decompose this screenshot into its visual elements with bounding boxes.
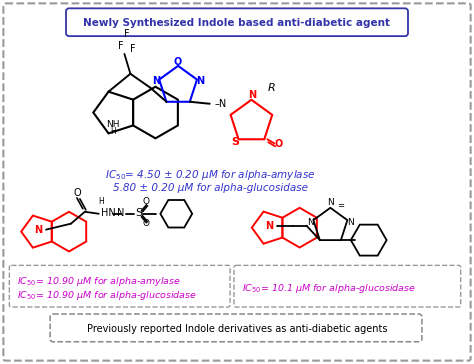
- Text: O: O: [274, 139, 283, 149]
- Text: O: O: [174, 57, 182, 67]
- Text: R: R: [267, 83, 275, 93]
- Text: F: F: [129, 44, 135, 54]
- Text: N: N: [117, 208, 124, 218]
- Text: –N: –N: [215, 99, 227, 109]
- FancyBboxPatch shape: [50, 314, 422, 342]
- Text: NH: NH: [107, 120, 120, 129]
- FancyBboxPatch shape: [66, 8, 408, 36]
- FancyBboxPatch shape: [3, 3, 471, 361]
- FancyBboxPatch shape: [9, 265, 230, 307]
- Text: O: O: [143, 197, 150, 206]
- Text: N: N: [307, 218, 314, 227]
- Text: N: N: [264, 221, 273, 231]
- Text: N: N: [196, 76, 204, 86]
- Text: IC$_{50}$= 10.1 μM for alpha-glucosidase: IC$_{50}$= 10.1 μM for alpha-glucosidase: [242, 282, 416, 295]
- Text: O: O: [73, 188, 81, 198]
- Text: ·: ·: [152, 78, 156, 91]
- Text: HN: HN: [101, 208, 116, 218]
- Text: IC$_{50}$= 4.50 ± 0.20 μM for alpha-amylase: IC$_{50}$= 4.50 ± 0.20 μM for alpha-amyl…: [105, 168, 315, 182]
- Text: Newly Synthesized Indole based anti-diabetic agent: Newly Synthesized Indole based anti-diab…: [83, 18, 391, 28]
- Text: N: N: [152, 76, 160, 86]
- Text: IC$_{50}$= 10.90 μM for alpha-glucosidase: IC$_{50}$= 10.90 μM for alpha-glucosidas…: [17, 289, 197, 302]
- Text: F: F: [124, 29, 129, 39]
- Text: N: N: [327, 198, 334, 207]
- Text: H: H: [110, 127, 116, 136]
- Text: Previously reported Indole derivatives as anti-diabetic agents: Previously reported Indole derivatives a…: [87, 324, 387, 334]
- Text: =: =: [337, 201, 344, 210]
- Text: H: H: [98, 197, 104, 206]
- Text: N: N: [248, 90, 256, 100]
- Text: IC$_{50}$= 10.90 μM for alpha-amylase: IC$_{50}$= 10.90 μM for alpha-amylase: [17, 275, 182, 288]
- Text: O: O: [143, 219, 150, 228]
- Text: S: S: [232, 137, 239, 147]
- Text: N: N: [347, 218, 354, 227]
- FancyBboxPatch shape: [234, 265, 461, 307]
- Text: N: N: [34, 225, 42, 235]
- Text: S: S: [135, 208, 142, 218]
- Text: 5.80 ± 0.20 μM for alpha-glucosidase: 5.80 ± 0.20 μM for alpha-glucosidase: [113, 183, 308, 193]
- Text: F: F: [118, 41, 123, 51]
